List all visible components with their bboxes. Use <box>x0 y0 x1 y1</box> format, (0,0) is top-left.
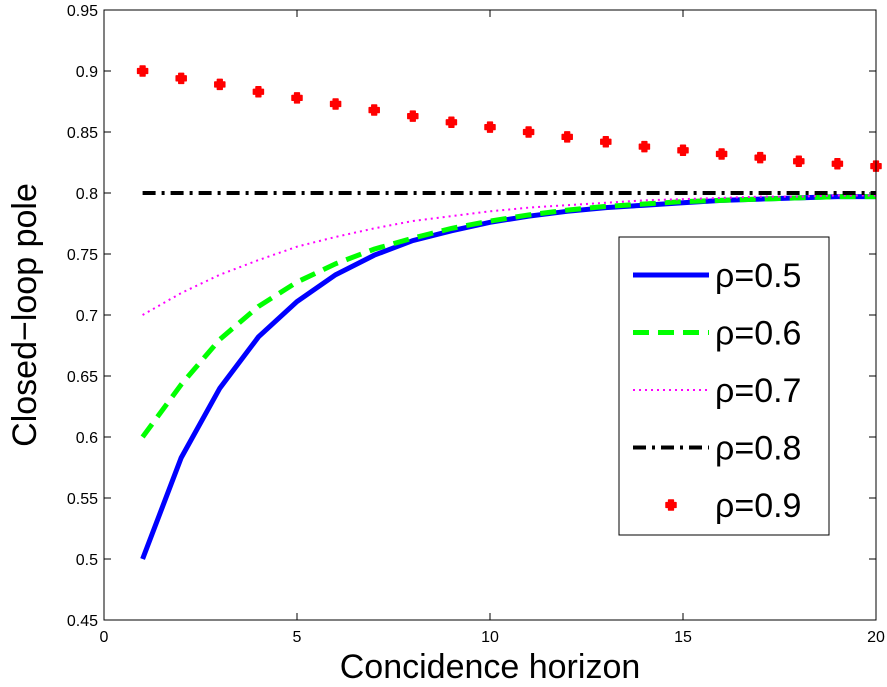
data-point <box>831 157 844 170</box>
y-tick-label: 0.6 <box>76 430 98 447</box>
legend-label: ρ=0.6 <box>715 315 801 353</box>
x-axis-title: Concidence horizon <box>340 648 641 686</box>
data-point <box>677 144 689 157</box>
data-point <box>793 155 805 168</box>
y-tick-label: 0.45 <box>67 613 98 630</box>
x-tick-label: 20 <box>867 629 885 646</box>
data-point <box>445 116 458 128</box>
data-point <box>214 78 226 91</box>
x-tick-label: 10 <box>481 629 499 646</box>
legend-item: ρ=0.8 <box>633 430 801 468</box>
legend-item: ρ=0.7 <box>633 372 801 410</box>
data-point <box>175 72 187 85</box>
y-tick-label: 0.8 <box>76 186 98 203</box>
legend-item: ρ=0.9 <box>665 487 801 525</box>
legend-item: ρ=0.6 <box>633 315 801 353</box>
y-tick-label: 0.9 <box>76 64 98 81</box>
data-point <box>561 131 573 143</box>
legend-box <box>618 236 830 536</box>
x-tick-label: 15 <box>674 629 692 646</box>
y-tick-label: 0.95 <box>67 3 98 20</box>
y-tick-label: 0.7 <box>76 308 98 325</box>
data-point <box>522 126 535 138</box>
legend-marker <box>665 499 677 511</box>
x-tick-label: 5 <box>293 629 302 646</box>
series-line <box>142 194 876 316</box>
y-tick-label: 0.75 <box>67 247 98 264</box>
data-point <box>638 140 651 153</box>
series--0-6 <box>140 194 876 439</box>
axes-layer: 0 5 10 15 20 0.45 0.5 0.55 0.6 0.65 0.7 0.75 0.8 0.85… <box>67 3 885 646</box>
series-line <box>140 194 876 439</box>
legend-label: ρ=0.5 <box>715 257 801 295</box>
y-tick-label: 0.5 <box>76 552 98 569</box>
data-point <box>754 151 766 164</box>
legend-item: ρ=0.5 <box>633 257 801 295</box>
y-axis-title: Closed−loop pole <box>6 183 44 447</box>
legend-label: ρ=0.9 <box>715 487 801 525</box>
series--0-9 <box>136 65 882 172</box>
data-point <box>329 98 342 110</box>
x-tick-label: 0 <box>100 629 109 646</box>
data-point <box>600 136 612 148</box>
series--0-7 <box>142 194 876 316</box>
data-point <box>291 92 303 104</box>
data-point <box>368 104 380 116</box>
y-tick-label: 0.85 <box>67 125 98 142</box>
legend-label: ρ=0.8 <box>715 430 801 468</box>
data-point <box>484 121 496 133</box>
legend: ρ=0.5 ρ=0.6 ρ=0.7 ρ=0.8 ρ=0.9 <box>618 236 830 536</box>
data-point <box>407 110 419 122</box>
legend-label: ρ=0.7 <box>715 372 801 410</box>
y-tick-label: 0.65 <box>67 369 98 386</box>
series-layer <box>136 65 882 560</box>
y-tick-label: 0.55 <box>67 491 98 508</box>
data-point <box>715 148 728 160</box>
data-point <box>136 65 149 77</box>
data-point <box>252 85 265 98</box>
